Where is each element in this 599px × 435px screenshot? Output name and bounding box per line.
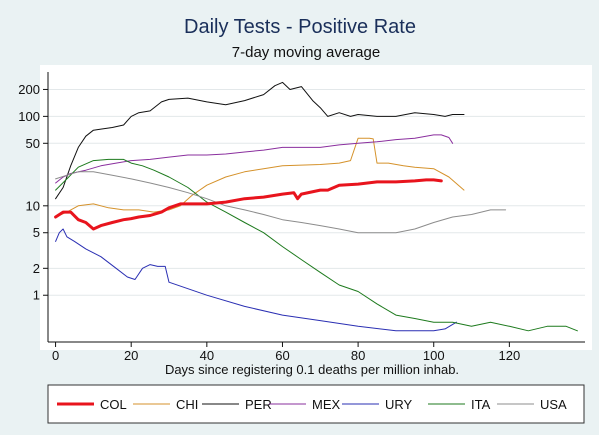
legend-label-ita: ITA	[471, 397, 491, 412]
legend: COL CHI PER MEX URY ITA USA	[57, 397, 567, 412]
x-tick-label: 40	[200, 348, 214, 363]
plot-region	[40, 65, 592, 350]
series-lines	[54, 81, 578, 332]
series-line-ita	[55, 158, 578, 332]
chart-title: Daily Tests - Positive Rate	[184, 16, 416, 38]
legend-label-usa: USA	[540, 397, 567, 412]
y-tick-label: 100	[18, 109, 40, 124]
x-tick-label: 0	[52, 348, 59, 363]
legend-label-mex: MEX	[312, 397, 341, 412]
y-tick-label: 2	[33, 261, 40, 276]
gridlines	[48, 88, 585, 296]
y-tick-label: 1	[33, 288, 40, 303]
series-line-mex	[55, 134, 454, 184]
legend-label-chi: CHI	[176, 397, 198, 412]
legend-label-ury: URY	[385, 397, 413, 412]
x-axis-label: Days since registering 0.1 deaths per mi…	[165, 362, 459, 377]
legend-label-col: COL	[100, 397, 127, 412]
y-tick-label: 10	[26, 198, 40, 213]
x-tick-label: 60	[275, 348, 289, 363]
y-tick-label: 5	[33, 225, 40, 240]
series-line-per	[55, 81, 465, 200]
y-axis: 1 2 5 10 50 100 200	[18, 72, 49, 342]
x-tick-label: 20	[124, 348, 138, 363]
series-line-ury	[55, 228, 457, 332]
series-line-usa	[55, 171, 507, 234]
legend-label-per: PER	[245, 397, 272, 412]
y-tick-label: 200	[18, 82, 40, 97]
y-tick-label: 50	[26, 136, 40, 151]
x-tick-label: 80	[351, 348, 365, 363]
x-tick-label: 100	[423, 348, 445, 363]
x-axis: 0 20 40 60 80 100 120	[48, 341, 585, 363]
series-line-chi	[55, 137, 465, 218]
chart-subtitle: 7-day moving average	[232, 44, 380, 61]
series-line-col	[54, 178, 443, 231]
x-tick-label: 120	[499, 348, 521, 363]
